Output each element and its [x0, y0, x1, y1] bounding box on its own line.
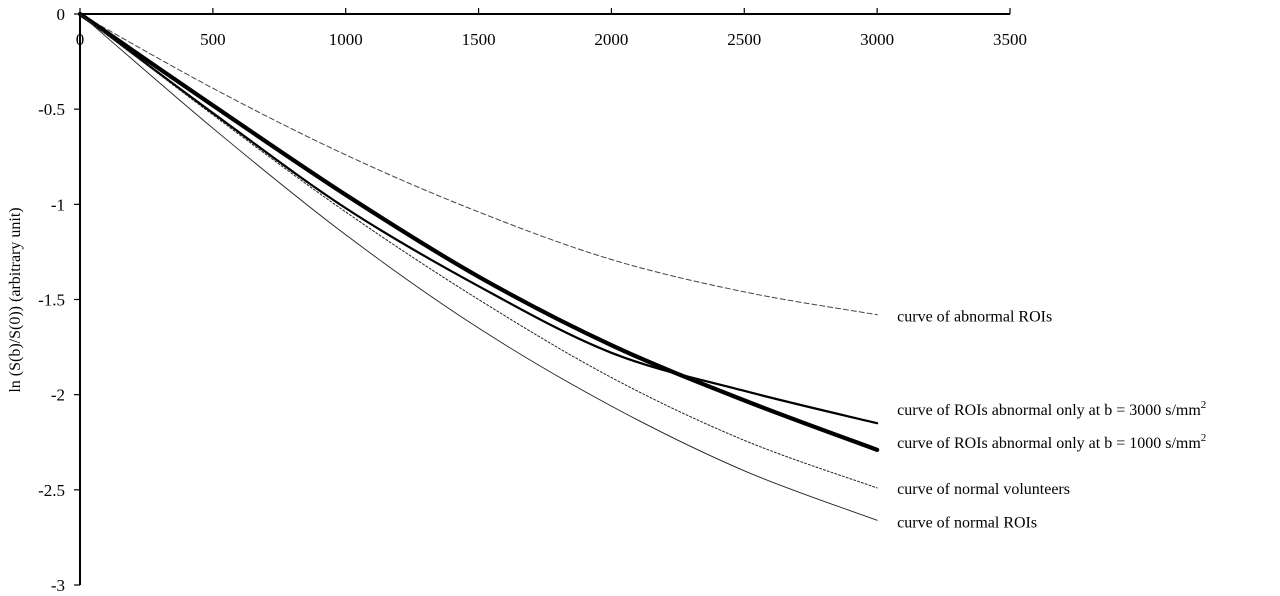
series-label: curve of ROIs abnormal only at b = 1000 … — [897, 432, 1206, 452]
x-tick-label: 3500 — [993, 30, 1027, 49]
superscript: 2 — [1201, 432, 1207, 444]
y-tick-label: -2.5 — [38, 481, 65, 500]
axes: 0 500 1000 1500 2000 2500 3000 3500 0 -0.5 -1 -1.5 -… — [38, 5, 1027, 595]
y-tick-label: -1 — [51, 195, 65, 214]
series-label: curve of normal volunteers — [897, 481, 1070, 498]
series-label: curve of abnormal ROIs — [897, 309, 1052, 326]
y-tick-label: -2 — [51, 386, 65, 405]
series-line — [79, 13, 878, 489]
series-label: curve of normal ROIs — [897, 514, 1037, 531]
y-axis-label: ln (S(b)/S(0)) (arbitrary unit) — [7, 207, 24, 392]
y-tick-label: -3 — [51, 576, 65, 595]
x-tick-label: 2000 — [594, 30, 628, 49]
x-tick-label: 500 — [200, 30, 226, 49]
series-lines — [77, 11, 880, 521]
series-line — [78, 12, 879, 425]
y-tick-label: 0 — [57, 5, 66, 24]
x-tick-label: 1000 — [329, 30, 363, 49]
superscript: 2 — [1201, 399, 1207, 411]
x-tick-label: 3000 — [860, 30, 894, 49]
x-tick-label: 0 — [76, 30, 85, 49]
series-line — [79, 13, 878, 316]
x-tick-label: 1500 — [462, 30, 496, 49]
series-labels: curve of abnormal ROIs curve of ROIs abno… — [897, 309, 1206, 532]
y-tick-label: -0.5 — [38, 100, 65, 119]
series-line — [77, 11, 880, 452]
series-line — [79, 13, 878, 521]
x-tick-label: 2500 — [727, 30, 761, 49]
series-label: curve of ROIs abnormal only at b = 3000 … — [897, 399, 1206, 419]
y-tick-label: -1.5 — [38, 291, 65, 310]
